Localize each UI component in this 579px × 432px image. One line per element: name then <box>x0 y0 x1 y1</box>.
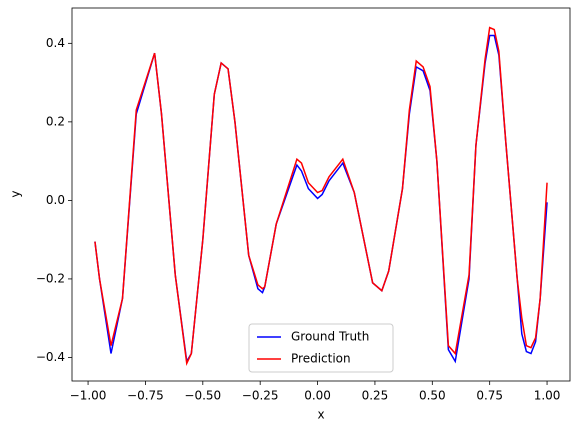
line-series <box>94 26 548 366</box>
x-tick-label: 1.00 <box>534 389 561 403</box>
x-tick-label: −0.75 <box>127 389 164 403</box>
x-tick-label: 0.25 <box>362 389 389 403</box>
x-axis-label: x <box>317 408 324 422</box>
x-tick-label: 0.00 <box>304 389 331 403</box>
x-tick-label: 0.75 <box>476 389 503 403</box>
legend-box <box>248 323 394 373</box>
y-tick-label: 0.0 <box>46 193 65 207</box>
y-tick-label: 0.2 <box>46 114 65 128</box>
legend-label: Ground Truth <box>291 330 369 344</box>
x-tick-label: −0.50 <box>184 389 221 403</box>
legend-label: Prediction <box>291 352 351 366</box>
x-tick-label: 0.50 <box>419 389 446 403</box>
y-tick-label: −0.2 <box>36 271 65 285</box>
plot-frame <box>71 7 571 382</box>
y-tick-label: 0.4 <box>46 36 65 50</box>
y-tick-label: −0.4 <box>36 350 65 364</box>
y-axis-label: y <box>9 190 23 197</box>
x-tick-label: −0.25 <box>242 389 279 403</box>
line-series <box>94 34 548 364</box>
x-tick-label: −1.00 <box>70 389 107 403</box>
legend: Ground Truth Prediction <box>248 323 394 373</box>
